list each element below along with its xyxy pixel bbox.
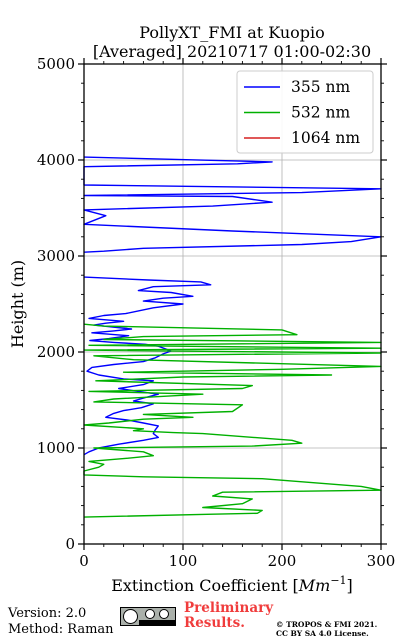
x-axis-label-unit: Mm [298,576,331,595]
x-axis-label: Extinction Coefficient [Mm−1] [111,574,353,595]
legend-box [236,70,374,154]
chart-subtitle: [Averaged] 20210717 01:00-02:30 [93,42,371,61]
preliminary-line-2: Results. [184,615,245,631]
cc-icon [123,609,138,624]
y-tick-label: 2000 [37,343,75,361]
x-tick-label: 200 [268,552,297,570]
y-tick-label: 0 [65,535,75,553]
version-label: Version: 2.0 [8,606,87,621]
legend-label: 532 nm [291,104,350,122]
sa-icon [159,609,169,619]
x-axis-label-exponent: −1 [330,574,346,587]
y-tick-label: 3000 [37,247,75,265]
preliminary-line-1: Preliminary [184,600,274,616]
by-icon [145,609,155,619]
y-tick-label: 5000 [37,55,75,73]
preliminary-notice: Preliminary Results. [184,601,273,631]
x-axis-label-text: Extinction Coefficient [ [111,576,299,595]
cc-license-badge [120,607,176,626]
x-tick-label: 300 [367,552,396,570]
plot-frame [83,63,382,545]
series-line-355-nm-upper [83,156,382,253]
series-layer [83,156,382,518]
x-tick-label: 100 [169,552,198,570]
legend: 355 nm 532 nm 1064 nm [236,70,374,154]
y-tick-label: 4000 [37,151,75,169]
y-axis-label: Height (m) [8,260,27,348]
x-axis-label-close: ] [347,576,353,595]
y-tick-label: 1000 [37,439,75,457]
x-tick-label: 0 [79,552,89,570]
copyright-line-2: CC BY SA 4.0 License. [276,629,369,638]
extinction-profile-chart: PollyXT_FMI at Kuopio [Averaged] 2021071… [8,23,396,595]
method-label: Method: Raman [8,622,114,637]
chart-title: PollyXT_FMI at Kuopio [139,23,325,42]
copyright-notice: © TROPOS & FMI 2021. CC BY SA 4.0 Licens… [276,620,377,638]
series-line-532-nm [83,323,382,518]
license-strip [139,620,175,625]
series-line-355-nm [83,276,212,456]
legend-label: 1064 nm [291,129,360,147]
legend-label: 355 nm [291,78,350,96]
copyright-line-1: © TROPOS & FMI 2021. [276,620,378,629]
